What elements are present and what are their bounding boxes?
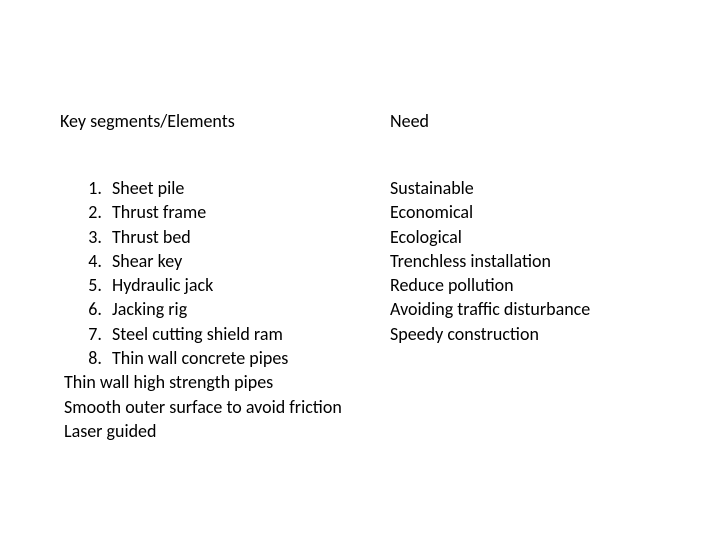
left-column: Key segments/Elements Sheet pile Thrust … — [60, 110, 390, 443]
plain-line: Laser guided — [60, 419, 390, 443]
list-item: Jacking rig — [106, 297, 390, 321]
list-item: Economical — [390, 200, 640, 224]
two-column-layout: Key segments/Elements Sheet pile Thrust … — [60, 110, 660, 443]
right-column: Need Sustainable Economical Ecological T… — [390, 110, 640, 346]
slide-page: Key segments/Elements Sheet pile Thrust … — [0, 0, 720, 540]
left-content: Sheet pile Thrust frame Thrust bed Shear… — [60, 176, 390, 443]
list-item: Steel cutting shield ram — [106, 322, 390, 346]
list-item: Avoiding traffic disturbance — [390, 297, 640, 321]
list-item: Shear key — [106, 249, 390, 273]
list-item: Sustainable — [390, 176, 640, 200]
list-item: Thrust frame — [106, 200, 390, 224]
right-heading: Need — [390, 110, 640, 132]
plain-line: Smooth outer surface to avoid friction — [60, 395, 390, 419]
plain-line: Thin wall high strength pipes — [60, 370, 390, 394]
list-item: Reduce pollution — [390, 273, 640, 297]
right-content: Sustainable Economical Ecological Trench… — [390, 176, 640, 346]
list-item: Hydraulic jack — [106, 273, 390, 297]
need-list: Sustainable Economical Ecological Trench… — [390, 176, 640, 346]
left-heading: Key segments/Elements — [60, 110, 390, 132]
numbered-list: Sheet pile Thrust frame Thrust bed Shear… — [60, 176, 390, 370]
list-item: Thrust bed — [106, 225, 390, 249]
list-item: Trenchless installation — [390, 249, 640, 273]
list-item: Speedy construction — [390, 322, 640, 346]
list-item: Ecological — [390, 225, 640, 249]
list-item: Sheet pile — [106, 176, 390, 200]
list-item: Thin wall concrete pipes — [106, 346, 390, 370]
